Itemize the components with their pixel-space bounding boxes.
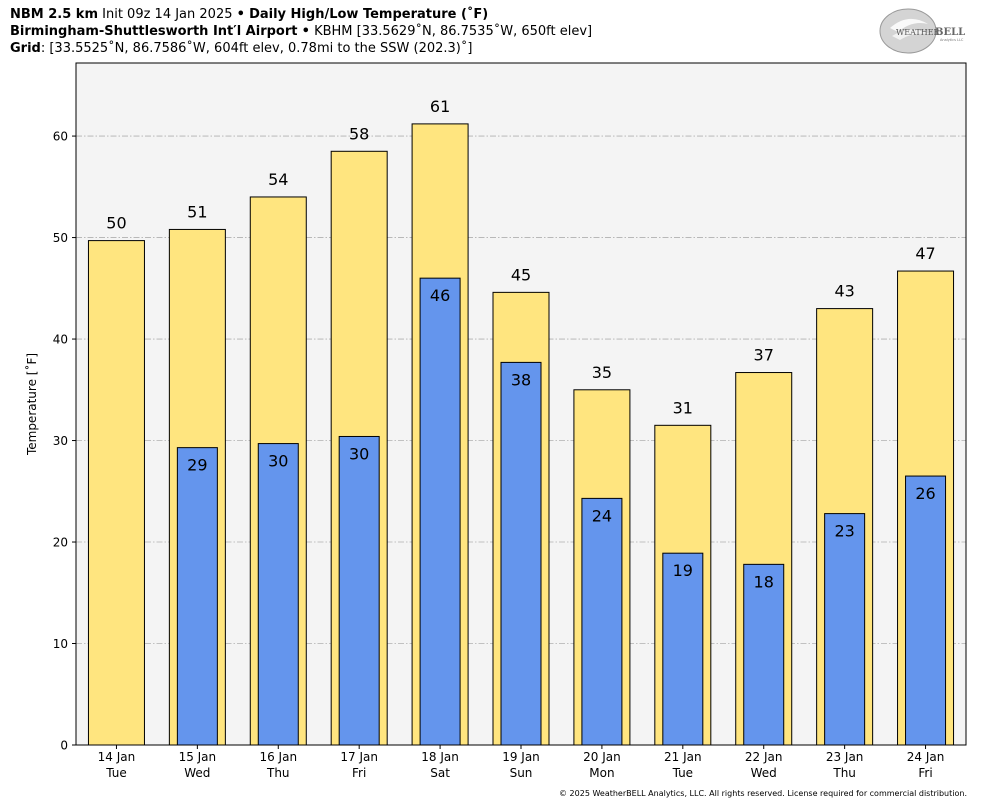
x-tick-label-date: 23 Jan [826,750,864,764]
x-tick-label-weekday: Mon [589,766,614,780]
low-temp-label: 30 [268,452,288,471]
copyright-notice: © 2025 WeatherBELL Analytics, LLC. All r… [559,789,967,798]
station-separator: • [301,24,310,39]
product-name: Daily High/Low Temperature (˚F) [249,7,489,22]
x-tick-label-date: 18 Jan [421,750,459,764]
bars [87,123,955,746]
low-temp-bar [743,563,785,746]
low-temp-bar [257,443,299,746]
high-temp-label: 58 [349,124,369,143]
low-temp-label: 18 [754,572,774,591]
high-temp-label: 43 [834,282,854,301]
title-line-3: Grid: [33.5525˚N, 86.7586˚W, 604ft elev,… [10,40,472,57]
x-tick-label-weekday: Thu [266,766,290,780]
low-temp-bar [824,513,866,746]
x-tick-label-date: 24 Jan [907,750,945,764]
x-tick-label-date: 22 Jan [745,750,783,764]
title-separator: • [236,7,245,22]
low-temp-label: 24 [592,506,612,525]
x-tick-label-weekday: Sat [430,766,450,780]
y-tick-label: 40 [53,333,68,347]
x-tick-label-date: 15 Jan [179,750,217,764]
weatherbell-logo: WEATHER BELL Analytics LLC [879,8,965,54]
low-temp-bar [581,497,623,746]
y-tick-label: 30 [53,434,68,448]
init-time: Init 09z 14 Jan 2025 [102,7,233,22]
x-tick-label-weekday: Fri [918,766,932,780]
title-line-2: Birmingham-Shuttlesworth Int′l Airport •… [10,23,592,40]
y-tick-label: 0 [60,739,68,753]
x-tick-label-date: 21 Jan [664,750,702,764]
low-temp-bar [338,435,380,746]
x-tick-label-weekday: Wed [184,766,210,780]
low-temp-label: 26 [915,484,935,503]
x-tick-label-date: 16 Jan [259,750,297,764]
high-temp-label: 54 [268,170,288,189]
low-temp-bar [500,361,542,746]
low-temp-label: 46 [430,286,450,305]
y-tick-label: 50 [53,231,68,245]
high-temp-label: 47 [915,244,935,263]
logo-text-bell: BELL [935,27,965,38]
x-tick-label-weekday: Fri [352,766,366,780]
low-temp-label: 38 [511,370,531,389]
axes: 0 10 20 30 40 50 60 14 Jan Tue 15 Jan Wed 16 Jan Thu… [53,130,945,780]
low-temp-label: 23 [834,522,854,541]
high-temp-label: 45 [511,265,531,284]
y-tick-label: 20 [53,536,68,550]
high-temp-label: 50 [106,214,126,233]
high-temp-label: 51 [187,202,207,221]
high-temp-label: 37 [754,346,774,365]
low-temp-label: 29 [187,456,207,475]
grid-label: Grid [10,41,41,56]
low-temp-bar [905,475,947,746]
high-temp-label: 35 [592,363,612,382]
title-line-1: NBM 2.5 km Init 09z 14 Jan 2025 • Daily … [10,6,488,23]
low-temp-label: 19 [673,561,693,580]
x-tick-label-date: 14 Jan [98,750,136,764]
high-temp-label: 61 [430,97,450,116]
x-tick-label-date: 20 Jan [583,750,621,764]
model-name: NBM 2.5 km [10,7,98,22]
high-temp-bar [87,240,145,746]
value-labels: 50 51 29 54 30 58 30 61 46 45 38 35 24 31 19 37 18 43 23 47… [106,97,935,591]
x-tick-label-date: 17 Jan [340,750,378,764]
x-tick-label-weekday: Thu [832,766,856,780]
station-name: Birmingham-Shuttlesworth Int′l Airport [10,24,298,39]
x-tick-label-weekday: Sun [510,766,533,780]
station-details: KBHM [33.5629˚N, 86.7535˚W, 650ft elev] [314,24,593,39]
logo-text-main: WEATHER [896,28,941,37]
x-tick-label-weekday: Tue [672,766,694,780]
x-tick-label-weekday: Tue [105,766,127,780]
x-tick-label-date: 19 Jan [502,750,540,764]
low-temp-bar [419,277,461,746]
low-temp-bar [176,447,218,746]
y-axis-label: Temperature [˚F] [24,353,39,456]
high-temp-label: 31 [673,398,693,417]
y-tick-label: 10 [53,637,68,651]
logo-text-sub: Analytics LLC [940,38,964,42]
low-temp-bar [662,552,704,746]
low-temp-label: 30 [349,444,369,463]
grid-details: : [33.5525˚N, 86.7586˚W, 604ft elev, 0.7… [40,41,473,56]
y-tick-label: 60 [53,130,68,144]
x-tick-label-weekday: Wed [751,766,777,780]
